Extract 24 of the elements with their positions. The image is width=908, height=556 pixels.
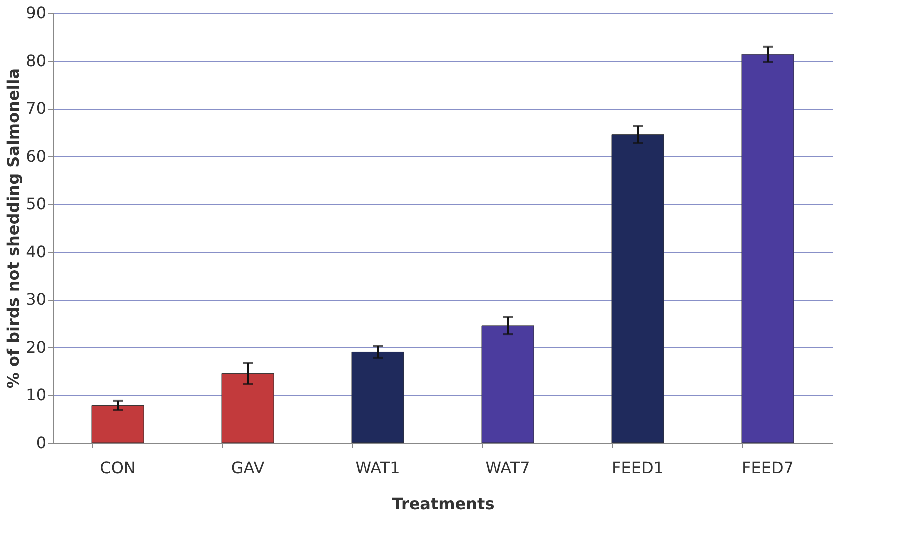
y-tick-label: 0 (36, 434, 46, 452)
x-tick-label: CON (100, 458, 136, 478)
y-tick-label: 20 (26, 338, 46, 357)
y-tick-label: 50 (26, 194, 46, 214)
x-tick-label: FEED7 (742, 458, 794, 478)
bar (352, 352, 404, 444)
x-tick-label: WAT1 (356, 458, 400, 478)
y-tick-label: 40 (26, 242, 46, 262)
y-axis-title: % of birds not shedding Salmonella (4, 68, 24, 389)
y-tick-label: 60 (26, 146, 46, 166)
y-tick-label: 90 (26, 4, 46, 22)
bar (612, 134, 664, 444)
y-tick-label: 30 (26, 290, 46, 310)
y-tick-label: 80 (26, 51, 46, 70)
y-tick-label: 70 (26, 99, 46, 118)
x-tick-label: WAT7 (486, 458, 530, 478)
bar (222, 373, 274, 444)
y-tick-label: 10 (26, 386, 46, 405)
bar (742, 54, 794, 444)
x-axis-title: Treatments (392, 494, 495, 514)
x-tick-label: FEED1 (612, 458, 664, 478)
x-tick-label: GAV (231, 458, 265, 478)
bar (92, 405, 144, 444)
bar (482, 326, 534, 444)
